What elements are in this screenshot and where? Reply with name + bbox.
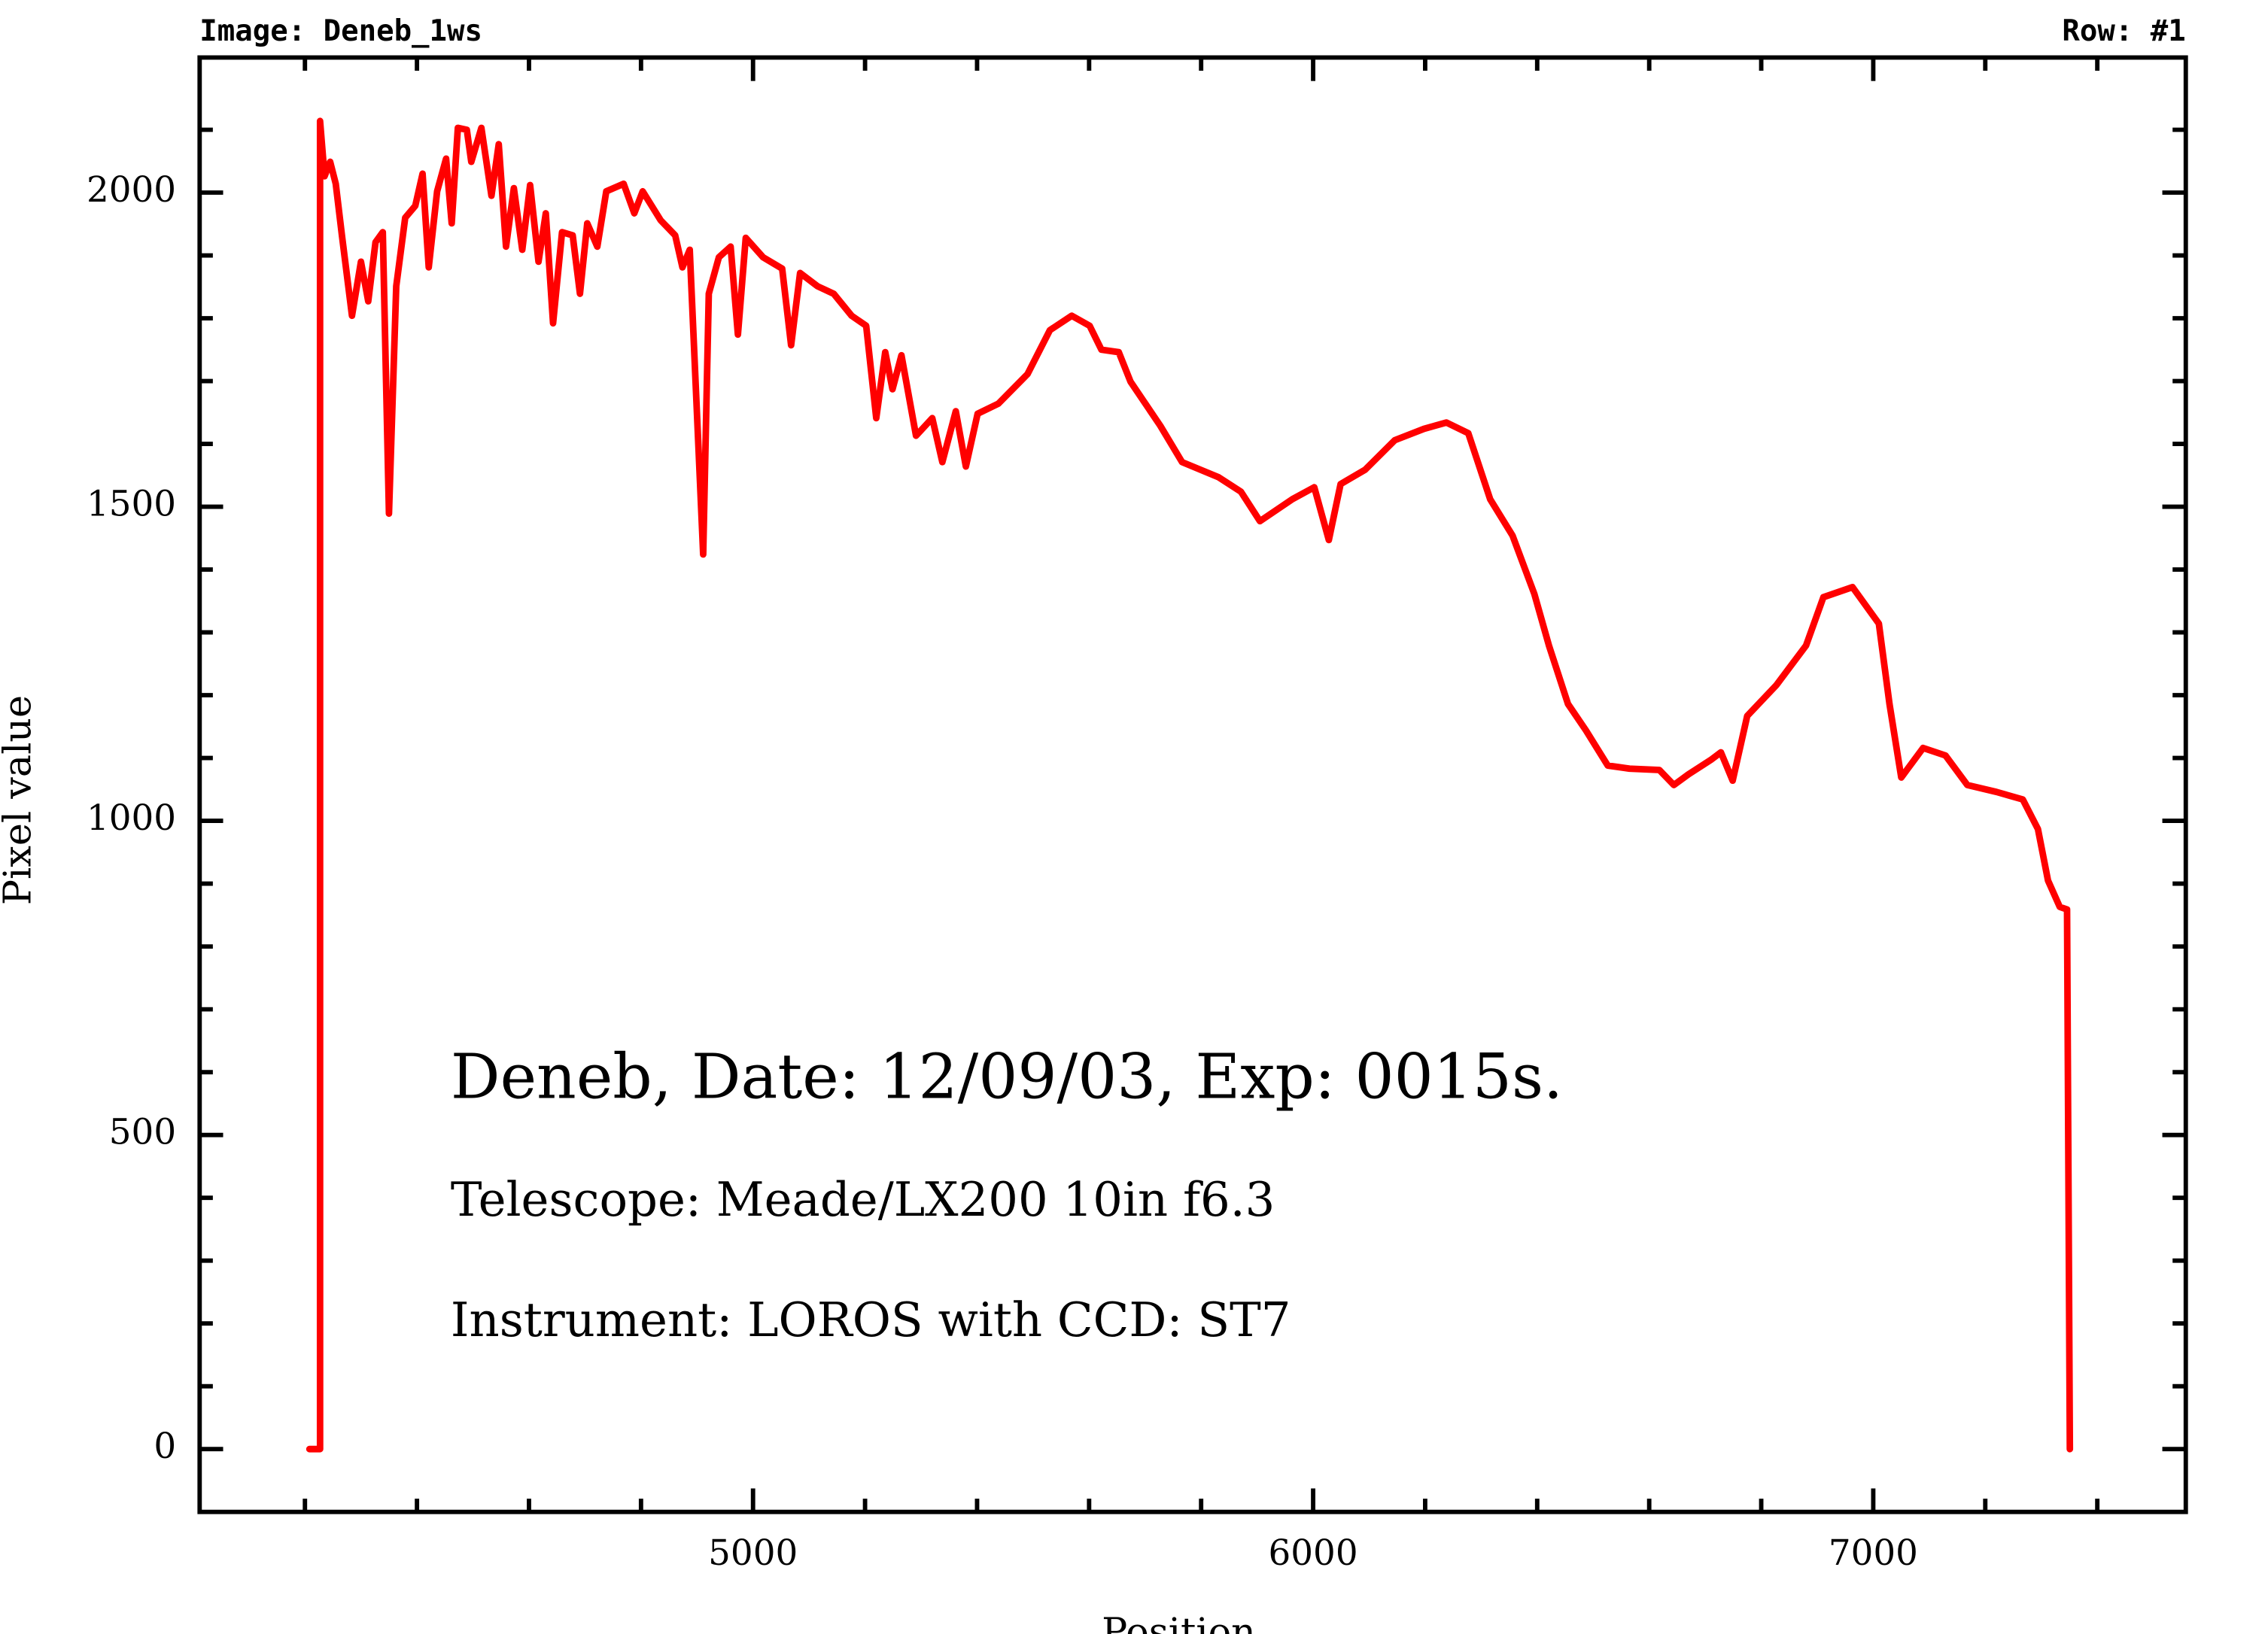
plot-frame xyxy=(197,55,2188,1514)
annotation: Deneb, Date: 12/09/03, Exp: 0015s. xyxy=(451,1042,1563,1113)
x-axis-title: Position xyxy=(1102,1610,1256,1634)
row-label: Row: #1 xyxy=(2062,14,2185,48)
y-tick-label: 500 xyxy=(109,1113,176,1153)
annotation: Instrument: LOROS with CCD: ST7 xyxy=(451,1292,1291,1347)
y-axis-title: Pixel value xyxy=(0,695,39,905)
x-tick-label: 5000 xyxy=(708,1533,798,1574)
y-tick-label: 2000 xyxy=(87,170,176,211)
y-tick-label: 1000 xyxy=(87,798,176,839)
spectrum-line xyxy=(306,117,2074,1453)
y-tick-label: 0 xyxy=(154,1426,176,1467)
annotation: Telescope: Meade/LX200 10in f6.3 xyxy=(451,1172,1275,1227)
image-label: Image: Deneb_1ws xyxy=(199,14,482,48)
y-tick-label: 1500 xyxy=(87,484,176,525)
x-tick-label: 7000 xyxy=(1829,1533,1918,1574)
x-tick-label: 6000 xyxy=(1269,1533,1358,1574)
